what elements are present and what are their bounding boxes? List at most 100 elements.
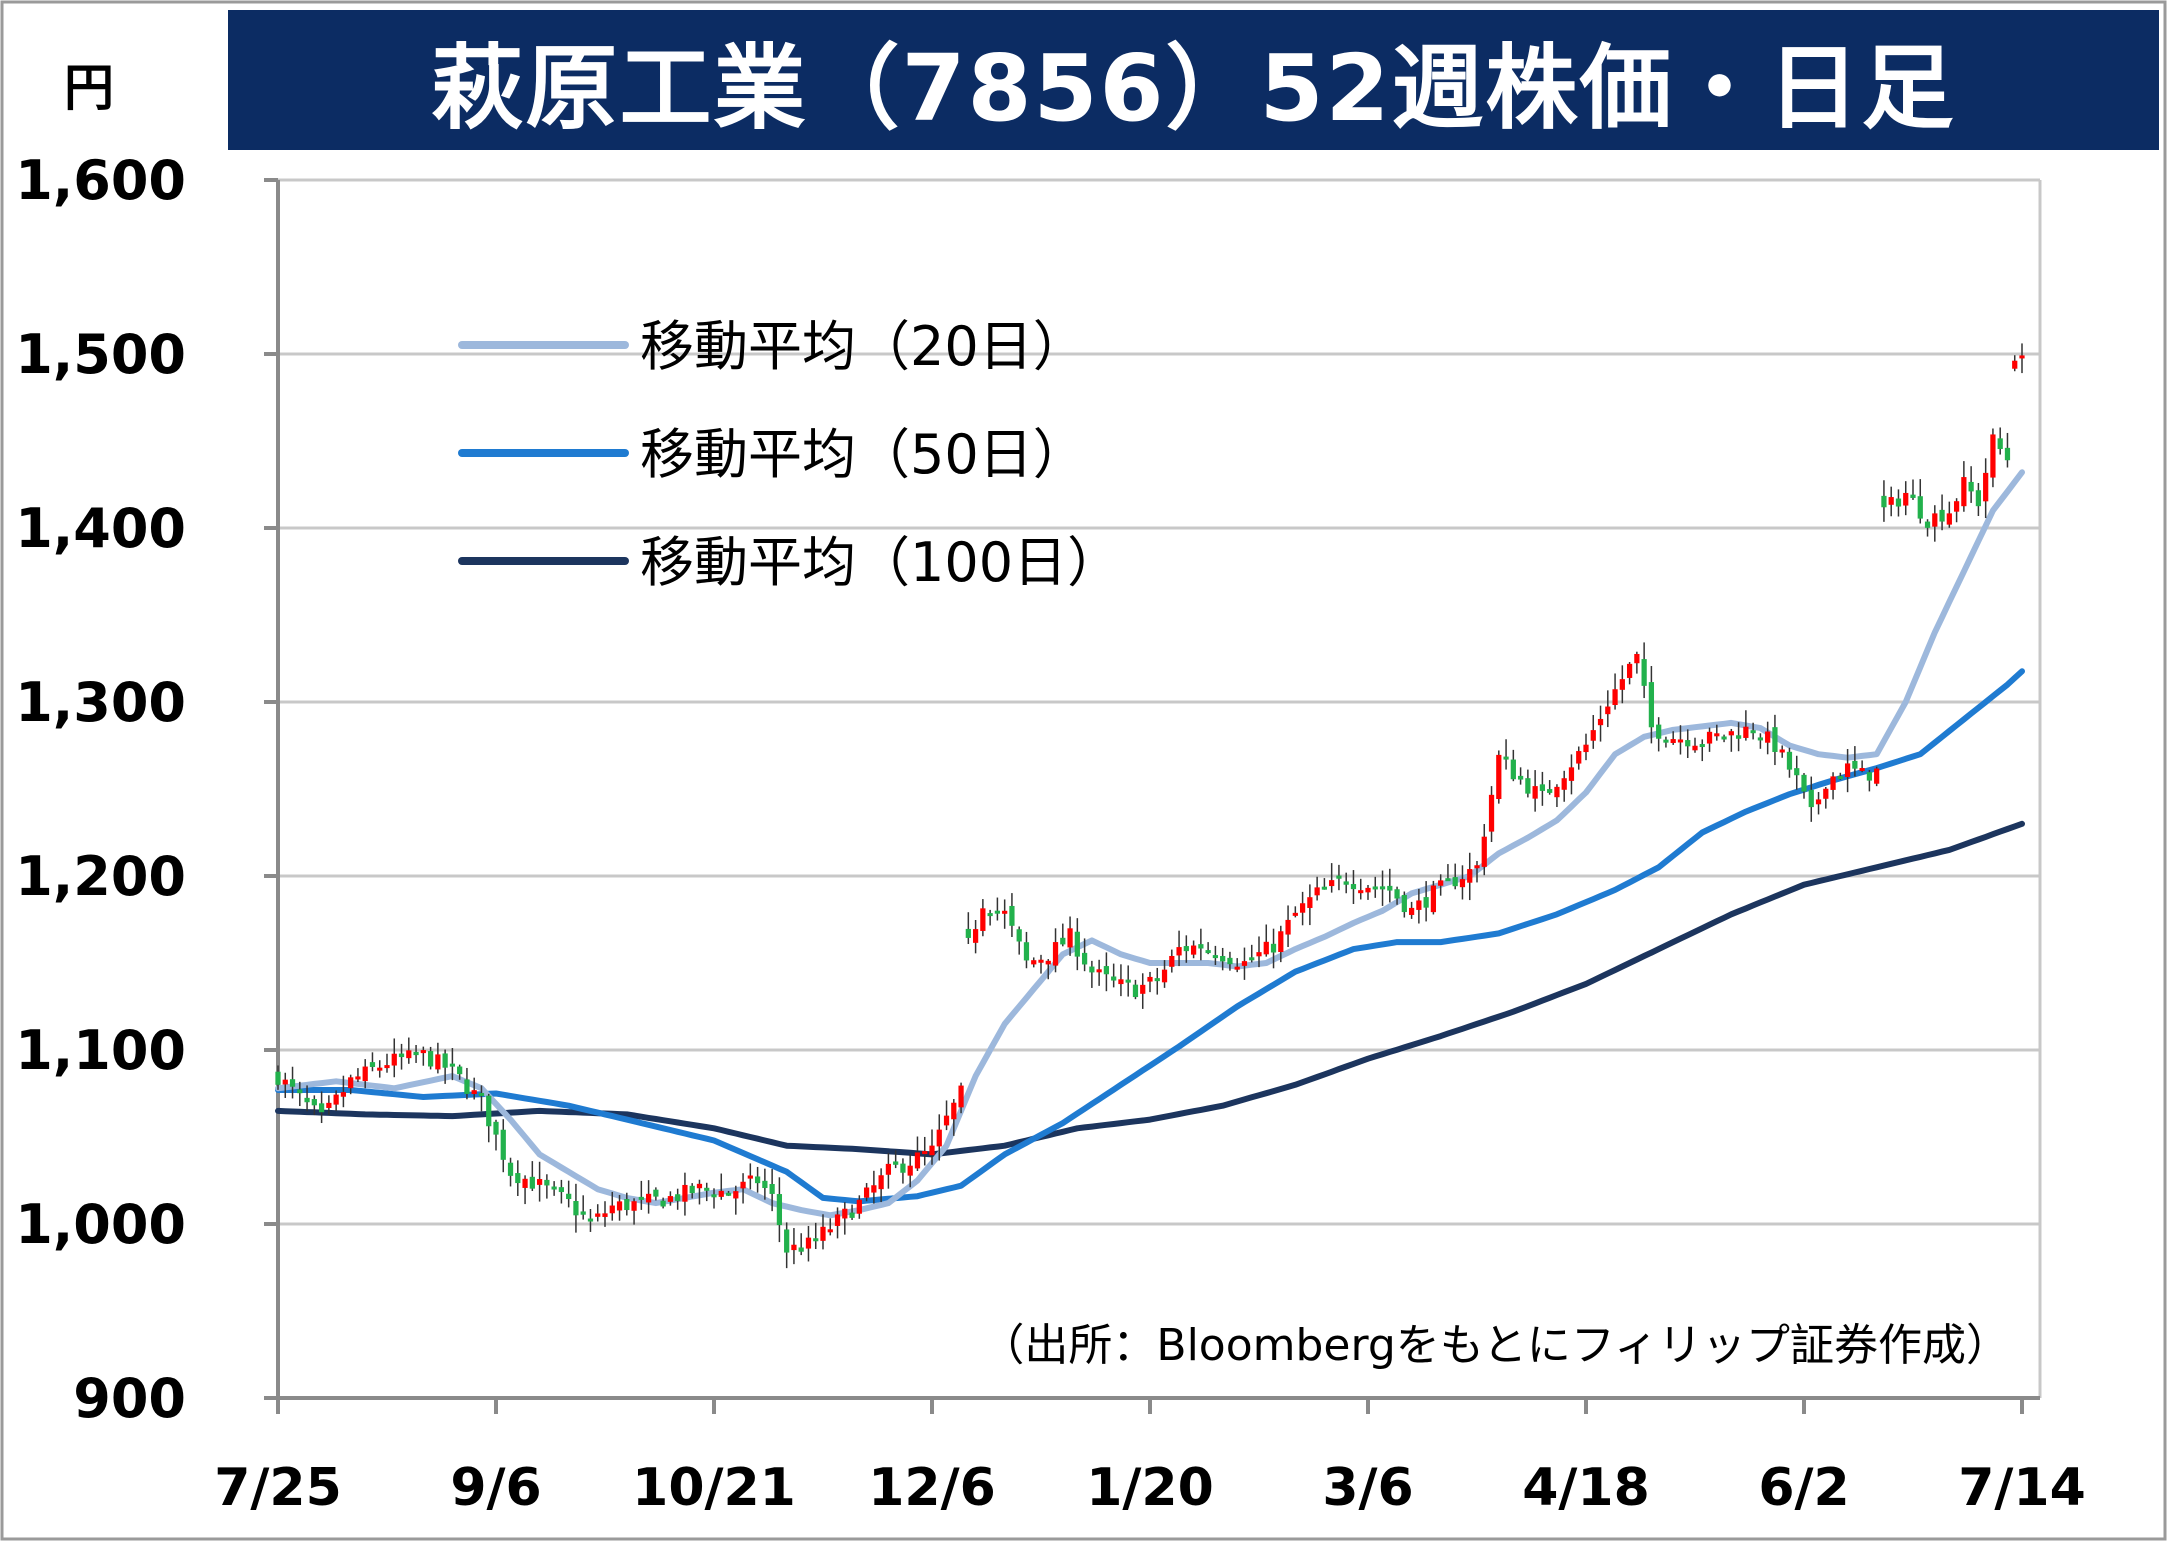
candle-up xyxy=(1779,749,1785,753)
legend-label-ma20: 移動平均（20日） xyxy=(640,315,1087,378)
candle-up xyxy=(1532,786,1538,799)
legend-label-ma100: 移動平均（100日） xyxy=(640,531,1121,594)
candle-up xyxy=(377,1067,383,1071)
candle-up xyxy=(1488,794,1495,832)
candle-down xyxy=(1060,937,1066,945)
candle-up xyxy=(1096,969,1102,973)
candle-up xyxy=(1496,754,1502,799)
candle-up xyxy=(1459,879,1466,888)
candle-down xyxy=(1641,659,1647,686)
candle-up xyxy=(1859,768,1865,772)
candle-up xyxy=(1256,952,1262,957)
candle-up xyxy=(333,1094,339,1105)
candle-up xyxy=(1844,763,1851,778)
candle-down xyxy=(1721,736,1727,740)
candle-up xyxy=(1140,984,1146,994)
candle-up xyxy=(595,1213,601,1217)
x-tick-label: 1/20 xyxy=(1086,1458,1214,1518)
candle-down xyxy=(1423,897,1429,908)
candle-up xyxy=(1953,501,1960,512)
candle-up xyxy=(1605,706,1611,715)
candle-up xyxy=(1474,865,1480,869)
candle-up xyxy=(1169,955,1175,967)
candle-down xyxy=(1510,759,1516,780)
candle-up xyxy=(733,1191,739,1199)
candle-down xyxy=(900,1163,906,1173)
candle-up xyxy=(805,1237,812,1249)
candle-up xyxy=(384,1065,390,1069)
candle-up xyxy=(1430,885,1437,913)
candle-up xyxy=(958,1085,964,1108)
candle-up xyxy=(1416,900,1422,910)
candle-down xyxy=(1503,756,1509,760)
candle-down xyxy=(1917,496,1923,519)
candle-down xyxy=(1125,979,1131,983)
candle-up xyxy=(1670,739,1676,743)
candle-up xyxy=(980,908,986,931)
candle-down xyxy=(1852,760,1858,769)
candle-down xyxy=(1009,905,1015,926)
candle-up xyxy=(1765,731,1771,743)
candle-down xyxy=(1220,956,1226,962)
y-unit-label: 円 xyxy=(64,59,114,117)
candle-down xyxy=(994,910,1001,914)
candle-up xyxy=(1467,869,1473,883)
candle-down xyxy=(776,1194,783,1226)
axes xyxy=(264,178,2040,1414)
candle-up xyxy=(602,1213,608,1217)
candle-down xyxy=(689,1185,695,1194)
candle-down xyxy=(1975,490,1982,507)
candle-up xyxy=(682,1184,688,1202)
candle-up xyxy=(1554,786,1560,798)
candle-down xyxy=(1394,889,1400,899)
candle-down xyxy=(1794,768,1800,776)
candle-down xyxy=(478,1092,485,1096)
candle-up xyxy=(747,1175,753,1179)
candle-down xyxy=(558,1187,565,1193)
candle-down xyxy=(987,913,993,917)
candle-down xyxy=(704,1187,710,1191)
candle-up xyxy=(1932,513,1938,527)
candle-down xyxy=(1517,775,1524,780)
candle-up xyxy=(929,1145,935,1156)
candle-up xyxy=(1002,910,1008,914)
candle-down xyxy=(1387,885,1393,891)
candle-up xyxy=(871,1185,877,1193)
candle-down xyxy=(1089,966,1095,973)
candle-up xyxy=(1314,887,1320,896)
chart-title-banner: 萩原工業（7856）52週株価・日足 xyxy=(228,10,2159,150)
candle-up xyxy=(885,1163,892,1175)
candle-down xyxy=(849,1212,855,1218)
candle-up xyxy=(1329,880,1335,887)
x-tick-label: 10/21 xyxy=(632,1458,796,1518)
candle-up xyxy=(1619,679,1625,690)
candle-up xyxy=(282,1079,288,1085)
candle-up xyxy=(1292,912,1298,916)
candle-up xyxy=(1568,767,1575,781)
candle-down xyxy=(653,1189,659,1197)
candle-up xyxy=(1946,513,1952,525)
candle-down xyxy=(798,1247,804,1252)
candle-up xyxy=(1983,472,1989,502)
candle-up xyxy=(943,1115,950,1126)
ma50-line xyxy=(275,668,2025,1205)
candle-down xyxy=(515,1173,521,1184)
candle-up xyxy=(1299,903,1306,913)
candle-up xyxy=(907,1165,913,1176)
candle-up xyxy=(718,1190,724,1197)
candle-up xyxy=(1358,890,1364,894)
candle-up xyxy=(972,929,979,943)
candle-down xyxy=(754,1176,761,1184)
candle-up xyxy=(1990,434,1996,478)
candle-down xyxy=(486,1095,492,1127)
y-tick-label: 1,200 xyxy=(15,845,186,908)
candle-down xyxy=(1968,481,1974,492)
candle-down xyxy=(1132,984,1139,998)
candle-down xyxy=(1081,952,1088,965)
candle-up xyxy=(1626,663,1633,678)
candle-down xyxy=(1924,521,1931,528)
candle-up xyxy=(1190,945,1197,955)
candle-up xyxy=(878,1175,884,1190)
